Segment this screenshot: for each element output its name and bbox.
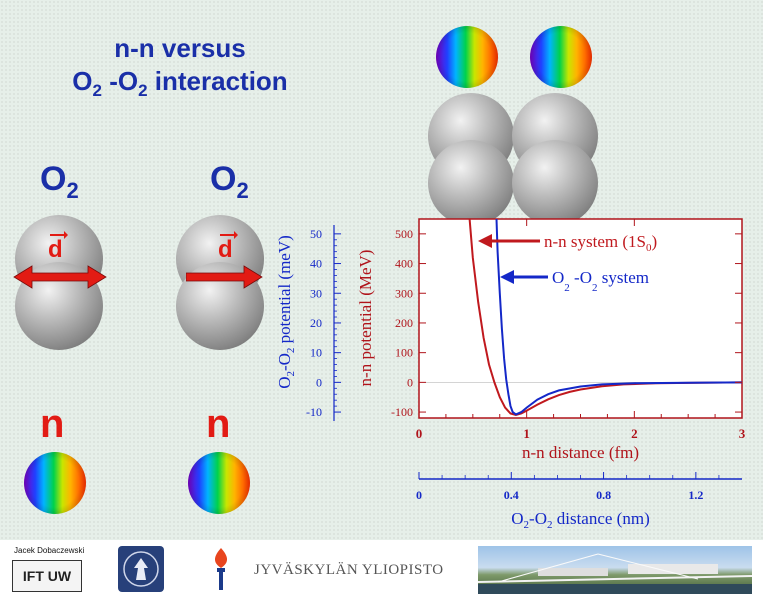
title-o: O xyxy=(72,65,93,96)
dipole-arrow-right xyxy=(186,265,263,289)
university-name: JYVÄSKYLÄN YLIOPISTO xyxy=(254,562,444,578)
y-tick-label-1: 0 xyxy=(407,375,413,389)
o2-label-right: O2 xyxy=(210,160,249,204)
dipole-arrow-left xyxy=(13,265,107,289)
o2-x-tick-label-3: 1.2 xyxy=(688,488,703,502)
x-tick-label-1: 1 xyxy=(523,426,530,441)
legend-arrowhead-o2 xyxy=(500,270,514,284)
neutron-label-right: n xyxy=(206,402,231,446)
title-sub-1: 2 xyxy=(92,80,102,100)
legend-label-nn: n-n system (1S0) xyxy=(544,232,657,254)
vector-arrow-mark-left xyxy=(50,231,68,239)
title-line-2: O2 -O2 interaction xyxy=(30,65,330,101)
author-credit: Jacek Dobaczewski xyxy=(14,546,85,555)
x-tick-label-3: 3 xyxy=(739,426,746,441)
x-tick-label-2: 2 xyxy=(631,426,638,441)
y-tick-label-6: 500 xyxy=(395,227,413,241)
title-line-1: n-n versus xyxy=(114,33,246,63)
y-axis-label-o2: O2-O2 potential (meV) xyxy=(275,235,297,389)
slide-title: n-n versus O2 -O2 interaction xyxy=(30,32,330,101)
y-axis-label-nn: n-n potential (MeV) xyxy=(356,250,375,387)
vector-d-label-right: d xyxy=(218,236,233,264)
molecule-sphere-top-left-lower xyxy=(428,140,514,226)
o2-y-tick-label-4: 30 xyxy=(310,286,322,300)
o2-y-tick-label-1: 0 xyxy=(316,375,322,389)
y-tick-label-0: -100 xyxy=(391,405,413,419)
molecule-sphere-top-right-lower xyxy=(512,140,598,226)
title-mid: -O xyxy=(101,65,139,96)
o2-y-tick-label-3: 20 xyxy=(310,316,322,330)
o2-right-base: O xyxy=(210,160,237,198)
footer: Jacek Dobaczewski IFT UW JYVÄSKYLÄN YLIO… xyxy=(0,540,763,597)
neutron-ball-right xyxy=(188,452,250,514)
o2-left-sub: 2 xyxy=(66,177,79,203)
x-axis-label: n-n distance (fm) xyxy=(522,443,639,462)
o2-x-tick-label-1: 0.4 xyxy=(504,488,519,502)
o2-right-sub: 2 xyxy=(236,177,249,203)
vector-d-right-text: d xyxy=(218,236,233,263)
vector-arrow-mark-right xyxy=(220,231,238,239)
o2-y-tick-label-2: 10 xyxy=(310,346,322,360)
series-line-1 xyxy=(495,219,742,416)
o2-label-left: O2 xyxy=(40,160,79,204)
neutron-ball-left xyxy=(24,452,86,514)
o2-x-tick-label-0: 0 xyxy=(416,488,422,502)
legend-arrowhead-nn xyxy=(478,234,492,248)
o2-y-tick-label-6: 50 xyxy=(310,227,322,241)
title-sub-2: 2 xyxy=(138,80,148,100)
x-axis-label-o2: O2-O2 distance (nm) xyxy=(511,509,649,531)
y-tick-label-4: 300 xyxy=(395,286,413,300)
y-tick-label-2: 100 xyxy=(395,346,413,360)
o2-y-tick-label-0: -10 xyxy=(306,405,322,419)
y-tick-label-5: 400 xyxy=(395,257,413,271)
neutron-ball-top-left xyxy=(436,26,498,88)
jyu-torch-logo xyxy=(214,548,228,590)
neutron-label-left: n xyxy=(40,402,65,446)
series-line-0 xyxy=(468,219,742,417)
title-end: interaction xyxy=(147,65,288,96)
university-seal-logo xyxy=(118,546,164,592)
x-tick-label-0: 0 xyxy=(416,426,423,441)
vector-d-left-text: d xyxy=(48,236,63,263)
y-tick-label-3: 200 xyxy=(395,316,413,330)
o2-left-base: O xyxy=(40,160,67,198)
neutron-ball-top-right xyxy=(530,26,592,88)
ift-uw-logo: IFT UW xyxy=(12,560,82,592)
slide: n-n versus O2 -O2 interaction O2 O2 d d … xyxy=(0,0,763,540)
campus-photo xyxy=(478,546,752,594)
o2-y-tick-label-5: 40 xyxy=(310,257,322,271)
o2-x-tick-label-2: 0.8 xyxy=(596,488,611,502)
vector-d-label-left: d xyxy=(48,236,63,264)
